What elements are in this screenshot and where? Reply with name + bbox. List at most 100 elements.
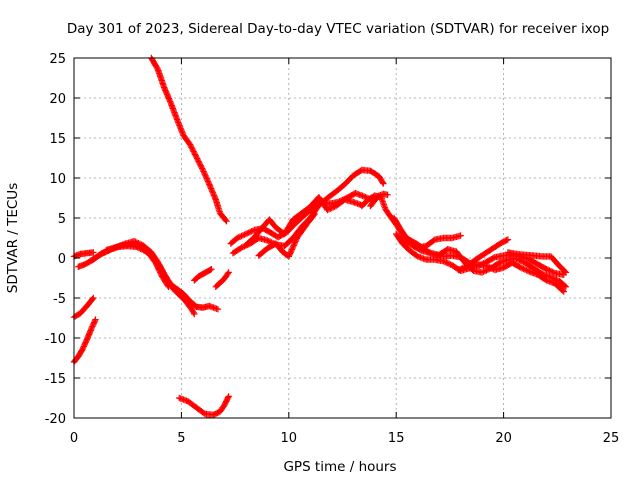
- data-point: [562, 283, 570, 290]
- data-point: [517, 257, 524, 264]
- data-point: [292, 238, 299, 245]
- data-point: [521, 266, 529, 273]
- y-tick-label: 0: [58, 252, 66, 267]
- data-point: [214, 306, 222, 313]
- data-point: [329, 204, 337, 211]
- data-point: [562, 269, 570, 276]
- data-point: [411, 243, 419, 250]
- x-axis-ticks: 0 5 10 15 20 25: [70, 58, 619, 446]
- data-point: [236, 233, 244, 240]
- data-point: [384, 191, 391, 198]
- data-point: [456, 266, 464, 273]
- data-point: [488, 265, 496, 272]
- data-point: [87, 326, 95, 333]
- data-point: [379, 179, 386, 186]
- data-point: [193, 154, 200, 161]
- data-point: [88, 324, 95, 332]
- data-point: [89, 321, 97, 329]
- data-point: [288, 246, 296, 253]
- x-tick-label: 15: [388, 431, 405, 446]
- data-point: [191, 310, 198, 318]
- data-point: [200, 168, 207, 175]
- data-point: [199, 166, 207, 174]
- data-point: [550, 269, 557, 276]
- data-point: [543, 266, 550, 273]
- x-tick-label: 0: [70, 431, 78, 446]
- data-point: [440, 258, 447, 265]
- data-point: [285, 253, 292, 260]
- series-arc-1: [70, 316, 99, 366]
- y-tick-label: -15: [45, 372, 66, 387]
- data-point: [561, 268, 569, 275]
- data-point: [519, 258, 526, 265]
- data-point: [91, 317, 99, 325]
- series-arc-20: [504, 249, 570, 276]
- series-arc-19: [455, 236, 512, 274]
- data-point: [561, 282, 569, 290]
- data-point: [238, 232, 245, 240]
- data-point: [191, 149, 198, 157]
- data-point: [514, 256, 522, 263]
- data-point: [519, 265, 526, 272]
- data-point: [461, 264, 468, 271]
- data-point: [189, 146, 197, 154]
- data-point: [523, 267, 530, 274]
- data-point: [241, 231, 248, 238]
- data-point: [291, 240, 298, 248]
- data-point: [458, 265, 465, 272]
- data-point: [89, 323, 96, 330]
- data-point: [560, 288, 567, 295]
- data-point: [286, 250, 294, 257]
- data-point: [455, 266, 462, 274]
- data-point: [441, 258, 449, 266]
- data-point: [196, 159, 203, 167]
- data-point: [186, 141, 194, 148]
- data-point: [245, 229, 252, 236]
- data-point: [244, 230, 251, 237]
- data-point: [480, 268, 487, 275]
- data-point: [202, 174, 210, 181]
- data-point: [239, 232, 247, 239]
- data-point: [80, 344, 87, 352]
- data-point: [516, 256, 523, 264]
- series-arc-18: [397, 232, 464, 251]
- data-point: [190, 309, 197, 316]
- data-point: [324, 206, 331, 214]
- data-point: [410, 242, 417, 249]
- data-point: [327, 205, 334, 212]
- y-tick-label: -20: [45, 412, 66, 427]
- series-arc-10: [176, 393, 232, 418]
- data-point: [92, 316, 99, 323]
- data-point: [289, 243, 297, 250]
- data-point: [224, 394, 232, 401]
- data-point: [98, 250, 105, 258]
- data-point: [487, 264, 494, 272]
- series-arc-2: [70, 294, 97, 321]
- data-points: [70, 54, 570, 418]
- x-tick-label: 25: [603, 431, 620, 446]
- data-point: [459, 264, 466, 272]
- data-point: [287, 249, 294, 256]
- x-tick-label: 20: [495, 431, 512, 446]
- data-point: [201, 171, 209, 178]
- y-tick-label: 20: [49, 92, 66, 107]
- data-point: [90, 320, 97, 327]
- series-arc-3: [70, 249, 97, 260]
- data-point: [547, 268, 555, 275]
- x-tick-label: 5: [177, 431, 185, 446]
- data-point: [190, 148, 197, 155]
- data-point: [197, 162, 204, 169]
- chart-title: Day 301 of 2023, Sidereal Day-to-day VTE…: [67, 21, 609, 37]
- data-point: [504, 236, 512, 243]
- data-point: [192, 152, 199, 159]
- data-point: [196, 161, 204, 168]
- data-point: [164, 282, 171, 289]
- data-point: [265, 237, 272, 245]
- data-point: [225, 393, 232, 400]
- data-point: [224, 270, 231, 277]
- data-point: [380, 180, 387, 187]
- data-point: [457, 232, 464, 239]
- data-point: [325, 206, 333, 213]
- y-tick-label: 10: [49, 172, 66, 187]
- data-point: [204, 178, 212, 185]
